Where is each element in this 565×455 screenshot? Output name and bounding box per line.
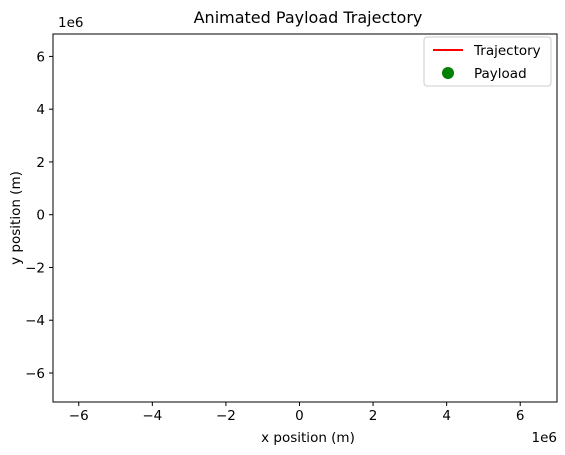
x-tick-label: 4 [442,408,451,424]
x-tick-label: 2 [369,408,378,424]
x-tick-label: −4 [142,408,162,424]
legend-payload-swatch [442,67,454,79]
x-tick-label: 6 [516,408,525,424]
chart-title: Animated Payload Trajectory [194,8,423,27]
axes-frame [52,33,558,403]
x-axis-label: x position (m) [261,430,355,446]
x-tick-label: −6 [69,408,89,424]
x-axis-ticks: −6 −4 −2 0 2 4 6 [69,402,525,424]
x-offset-text: 1e6 [532,430,557,446]
y-tick-label: 6 [36,49,45,65]
y-tick-label: −6 [25,366,45,382]
y-axis-label: y position (m) [8,171,24,265]
y-axis-ticks: −6 −4 −2 0 2 4 6 [25,49,53,382]
y-tick-label: −2 [25,260,45,276]
y-offset-text: 1e6 [58,15,83,31]
y-tick-label: −4 [25,313,45,329]
y-tick-label: 0 [36,208,45,224]
legend-trajectory-label: Trajectory [473,43,541,59]
y-tick-label: 2 [36,155,45,171]
legend: Trajectory Payload [423,36,552,87]
x-tick-label: −2 [216,408,236,424]
legend-payload-label: Payload [474,66,527,82]
x-tick-label: 0 [295,408,304,424]
y-tick-label: 4 [36,102,45,118]
